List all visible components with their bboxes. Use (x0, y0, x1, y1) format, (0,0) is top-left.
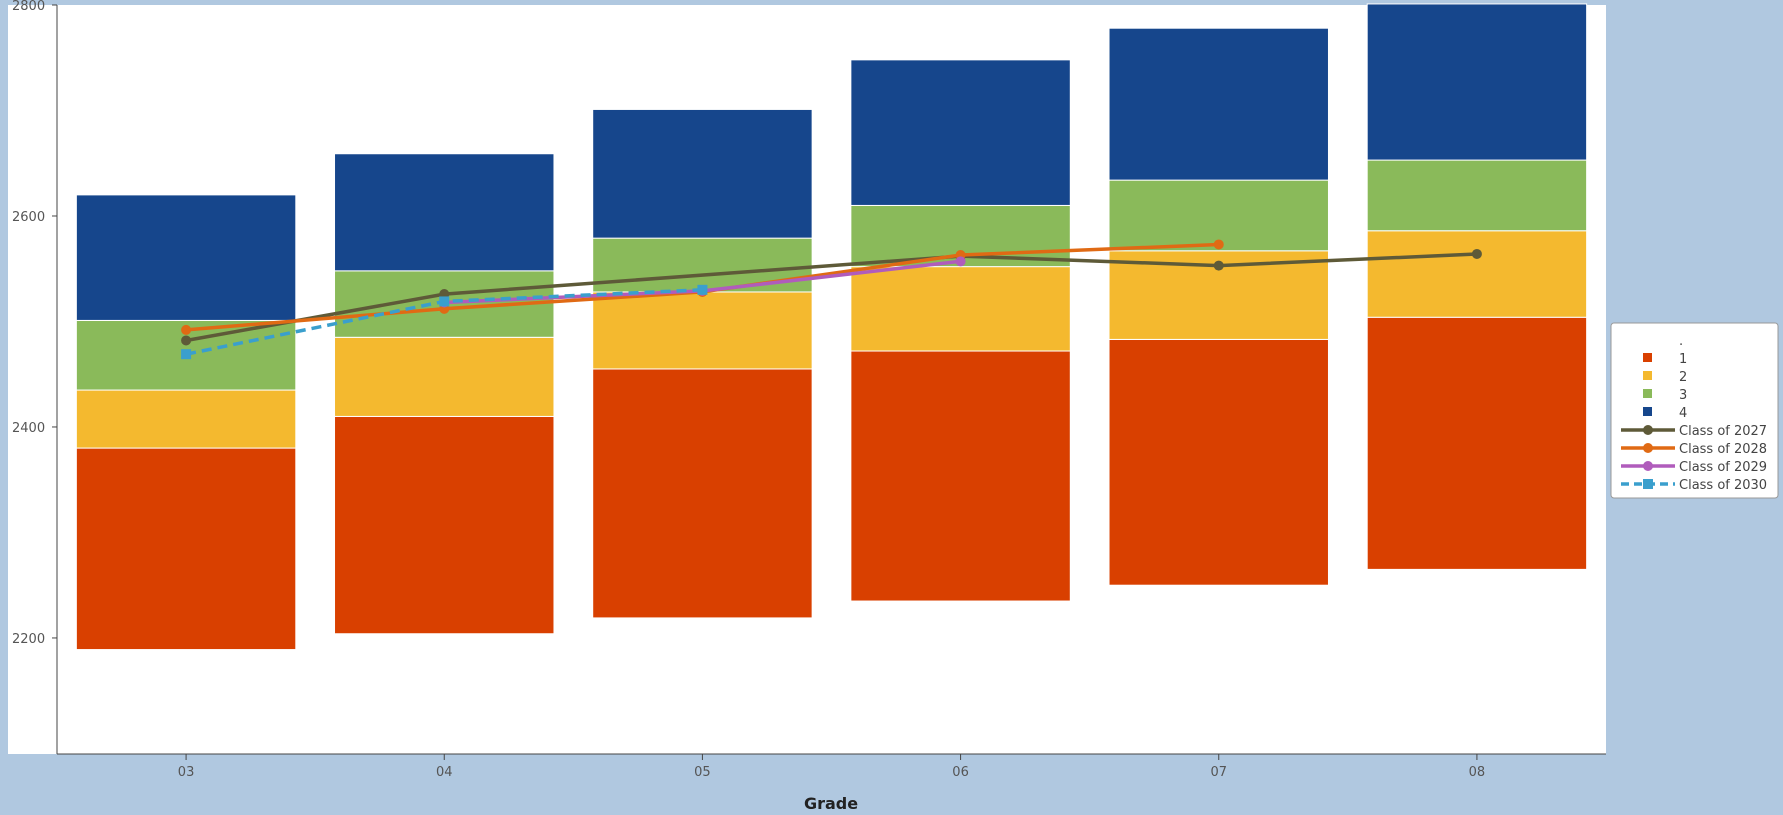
x-axis: 03 04 05 06 07 08 (178, 754, 1485, 780)
y-axis: 2200 2400 2600 2800 (12, 0, 57, 647)
series-point-1-08 (1471, 248, 1482, 259)
legend-label: Class of 2030 (1679, 478, 1767, 493)
legend-marker (1643, 461, 1653, 471)
legend-swatch (1643, 371, 1652, 380)
bar-segment-2-08 (1366, 230, 1588, 318)
bars-layer (75, 3, 1588, 651)
legend-swatch (1643, 389, 1652, 398)
lines-layer (181, 239, 1482, 360)
legend-item-1: . (1679, 334, 1683, 349)
y-tick-label: 2400 (12, 421, 45, 436)
bar-segment-2-05 (592, 291, 813, 370)
legend: . 1 2 3 4 Class of 2027 Class of 2028 Class of … (1610, 322, 1779, 499)
legend-item-6: Class of 2027 (1621, 424, 1767, 439)
legend-label: Class of 2027 (1679, 424, 1767, 439)
y-tick-label: 2200 (12, 632, 45, 647)
legend-item-9: Class of 2030 (1621, 478, 1767, 493)
legend-item-4: 3 (1643, 388, 1687, 403)
bar-segment-1-06 (850, 350, 1071, 602)
legend-item-2: 1 (1643, 352, 1687, 367)
legend-marker (1643, 479, 1653, 489)
bar-segment-1-04 (334, 415, 555, 635)
x-axis-title: Grade (804, 794, 858, 813)
series-point-4-03 (181, 349, 192, 360)
x-tick-label: 06 (952, 765, 969, 780)
legend-item-3: 2 (1643, 370, 1687, 385)
legend-item-8: Class of 2029 (1621, 460, 1767, 475)
bar-segment-3-07 (1108, 179, 1329, 252)
legend-marker (1643, 443, 1653, 453)
bar-segment-4-05 (592, 108, 813, 239)
legend-label: Class of 2028 (1679, 442, 1767, 457)
legend-box (1610, 322, 1779, 499)
bar-segment-3-08 (1366, 159, 1588, 232)
legend-item-7: Class of 2028 (1621, 442, 1767, 457)
y-tick-label: 2600 (12, 210, 45, 225)
x-tick-label: 04 (436, 765, 453, 780)
series-point-2-03 (181, 324, 192, 335)
legend-label: Class of 2029 (1679, 460, 1767, 475)
bar-segment-2-04 (334, 336, 555, 417)
bar-segment-4-07 (1108, 27, 1329, 181)
series-point-1-03 (181, 335, 192, 346)
bar-segment-4-03 (75, 194, 297, 321)
legend-label: 2 (1679, 370, 1687, 385)
bar-segment-4-06 (850, 59, 1071, 206)
bar-segment-4-08 (1366, 3, 1588, 161)
legend-item-5: 4 (1643, 406, 1687, 421)
legend-label: 3 (1679, 388, 1687, 403)
x-tick-label: 05 (694, 765, 711, 780)
bar-segment-2-03 (75, 389, 297, 449)
bar-segment-2-06 (850, 266, 1071, 352)
bar-segment-3-05 (592, 237, 813, 293)
bar-segment-1-05 (592, 368, 813, 619)
legend-label: . (1679, 334, 1683, 349)
x-tick-label: 08 (1469, 765, 1486, 780)
series-point-4-04 (439, 296, 450, 307)
y-tick-label: 2800 (12, 0, 45, 14)
bar-segment-1-08 (1366, 316, 1588, 570)
series-point-4-05 (697, 284, 708, 295)
bar-segment-4-04 (334, 153, 555, 272)
legend-label: 1 (1679, 352, 1687, 367)
x-tick-label: 07 (1210, 765, 1227, 780)
series-point-3-06 (955, 256, 966, 267)
series-point-2-07 (1213, 239, 1224, 250)
legend-swatch (1643, 353, 1652, 362)
legend-marker (1643, 425, 1653, 435)
legend-label: 4 (1679, 406, 1687, 421)
x-tick-label: 03 (178, 765, 195, 780)
bar-segment-1-03 (75, 447, 297, 651)
legend-swatch (1643, 407, 1652, 416)
bar-segment-1-07 (1108, 338, 1329, 586)
series-point-1-07 (1213, 260, 1224, 271)
